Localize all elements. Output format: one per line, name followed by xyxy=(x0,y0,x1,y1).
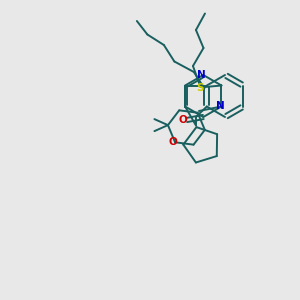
Text: O: O xyxy=(179,115,188,125)
Text: S: S xyxy=(197,83,204,94)
Text: N: N xyxy=(216,101,224,112)
Text: N: N xyxy=(197,70,206,80)
Text: O: O xyxy=(168,137,177,147)
